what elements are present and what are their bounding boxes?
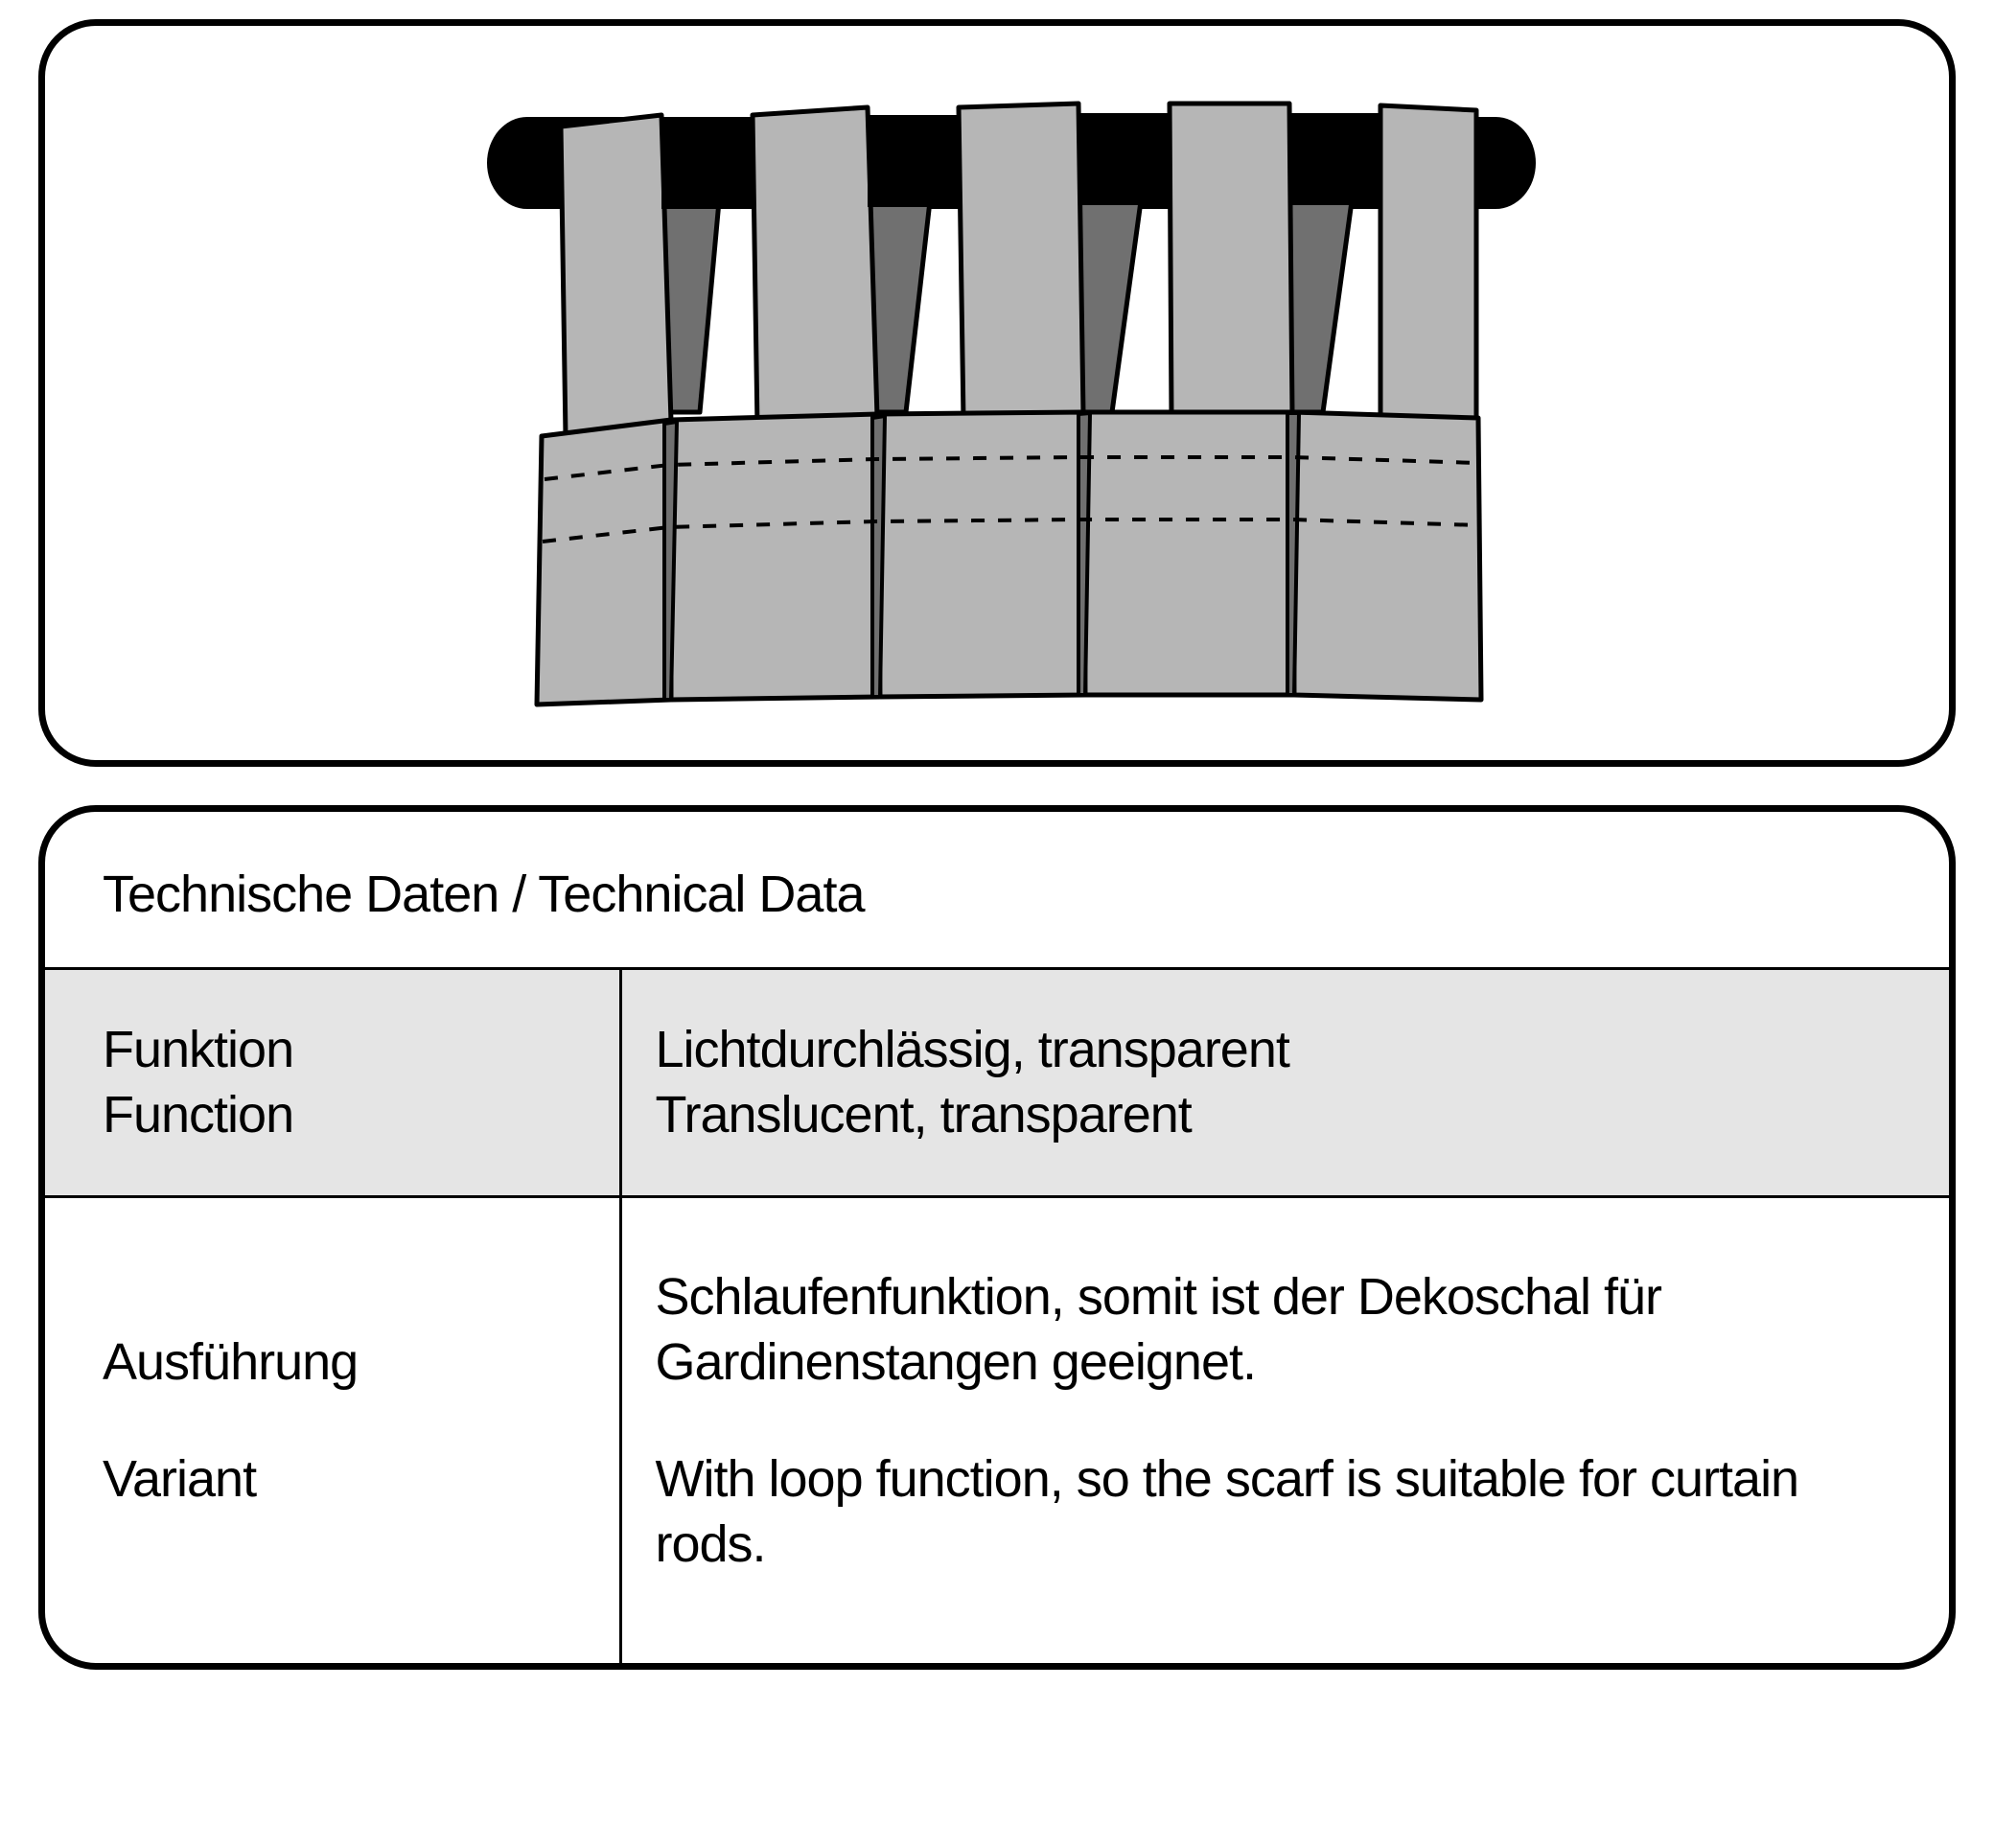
table-row: Ausführung Variant Schlaufenfunktion, so… <box>45 1197 1949 1664</box>
value-de: Lichtdurchlässig, transparent <box>656 1021 1289 1078</box>
row-value: Lichtdurchlässig, transparent Translucen… <box>620 969 1949 1197</box>
value-en: Translucent, transparent <box>656 1086 1192 1143</box>
curtain-diagram <box>374 58 1620 728</box>
row-value: Schlaufenfunktion, somit ist der Dekosch… <box>620 1197 1949 1664</box>
technical-data-panel: Technische Daten / Technical Data Funkti… <box>38 805 1956 1670</box>
label-en: Function <box>103 1086 293 1143</box>
table-row: Funktion Function Lichtdurchlässig, tran… <box>45 969 1949 1197</box>
row-label: Funktion Function <box>45 969 620 1197</box>
label-de: Ausführung <box>103 1333 358 1391</box>
diagram-panel <box>38 19 1956 767</box>
table-title: Technische Daten / Technical Data <box>45 812 1949 967</box>
value-de: Schlaufenfunktion, somit ist der Dekosch… <box>656 1268 1662 1391</box>
label-de: Funktion <box>103 1021 293 1078</box>
row-label: Ausführung Variant <box>45 1197 620 1664</box>
value-en: With loop function, so the scarf is suit… <box>656 1450 1799 1573</box>
technical-data-table: Funktion Function Lichtdurchlässig, tran… <box>45 967 1949 1663</box>
label-en: Variant <box>103 1450 256 1508</box>
